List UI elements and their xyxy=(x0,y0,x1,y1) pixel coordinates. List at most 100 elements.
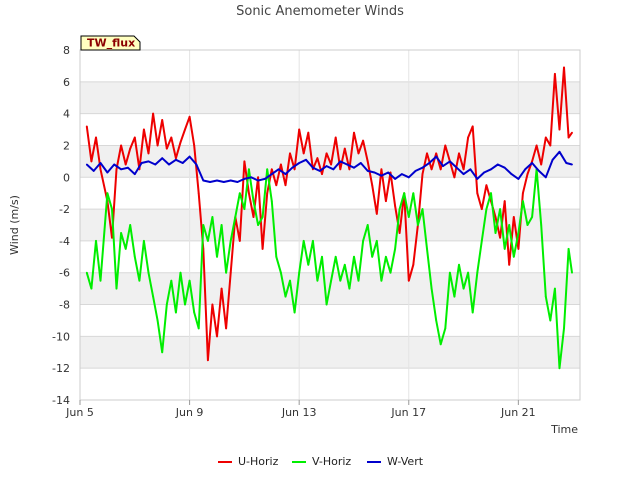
data-point xyxy=(188,115,191,118)
data-point xyxy=(430,287,433,290)
data-point xyxy=(403,192,406,195)
data-point xyxy=(111,236,113,239)
data-point xyxy=(99,168,102,171)
data-point xyxy=(544,295,547,298)
data-point xyxy=(293,311,296,314)
data-point xyxy=(152,112,155,115)
data-point xyxy=(387,171,390,174)
data-point xyxy=(490,168,492,171)
data-point xyxy=(234,216,237,218)
data-point xyxy=(220,224,223,226)
y-tick-label: -6 xyxy=(59,267,70,280)
data-point xyxy=(179,141,182,144)
data-point xyxy=(334,255,337,258)
data-point xyxy=(175,158,177,161)
legend: U-Horiz V-Horiz W-Vert xyxy=(218,455,424,468)
data-point xyxy=(197,192,200,195)
data-point xyxy=(449,271,451,274)
data-point xyxy=(439,168,442,171)
data-point xyxy=(385,200,387,203)
data-point xyxy=(389,271,392,274)
data-point xyxy=(184,303,186,306)
data-point xyxy=(280,163,282,166)
legend-item-u-horiz: U-Horiz xyxy=(218,455,279,468)
data-point xyxy=(371,255,374,258)
data-point xyxy=(106,192,109,195)
data-point xyxy=(371,184,374,187)
data-point xyxy=(421,208,424,211)
data-point xyxy=(289,279,291,282)
data-point xyxy=(124,248,127,250)
data-point xyxy=(435,155,438,158)
data-point xyxy=(435,152,438,155)
data-point xyxy=(257,176,259,179)
data-point xyxy=(449,160,451,163)
data-point xyxy=(380,174,383,177)
data-point xyxy=(197,327,200,330)
data-point xyxy=(469,168,472,171)
data-point xyxy=(483,171,485,174)
data-point xyxy=(257,179,259,182)
grid-band xyxy=(80,81,580,114)
data-point xyxy=(458,152,460,155)
data-point xyxy=(143,240,145,242)
data-point xyxy=(346,163,348,166)
data-point xyxy=(257,224,259,226)
data-point xyxy=(551,158,554,161)
data-point xyxy=(298,128,301,131)
y-tick-label: 0 xyxy=(63,171,70,184)
data-point xyxy=(243,160,246,163)
data-point xyxy=(508,263,511,266)
data-point xyxy=(366,224,369,226)
data-point xyxy=(165,147,168,150)
data-point xyxy=(229,240,232,242)
data-point xyxy=(138,279,141,282)
data-point xyxy=(156,319,159,322)
data-point xyxy=(229,271,232,274)
data-point xyxy=(455,166,458,169)
data-point xyxy=(375,240,378,242)
data-point xyxy=(284,184,287,187)
data-point xyxy=(330,163,332,166)
data-point xyxy=(503,200,506,203)
grid-lines xyxy=(79,49,581,401)
data-point xyxy=(202,224,205,226)
data-point xyxy=(353,255,355,258)
data-point xyxy=(544,136,547,139)
y-tick-label: -10 xyxy=(52,330,70,343)
data-point xyxy=(476,178,479,180)
data-point xyxy=(156,144,159,147)
data-point xyxy=(353,166,355,169)
data-point xyxy=(549,319,552,322)
data-point xyxy=(462,168,465,171)
data-point xyxy=(124,163,127,166)
data-point xyxy=(471,311,474,314)
data-point xyxy=(211,303,214,306)
data-point xyxy=(133,173,136,176)
data-point xyxy=(494,216,497,218)
data-point xyxy=(366,170,369,172)
data-point xyxy=(266,192,269,195)
data-point xyxy=(99,162,102,164)
data-point xyxy=(398,208,401,211)
data-point xyxy=(430,168,433,171)
data-point xyxy=(209,181,212,183)
data-point xyxy=(302,240,305,242)
data-point xyxy=(480,208,483,211)
series-v-horiz xyxy=(85,168,573,370)
data-point xyxy=(357,279,360,282)
plot-area xyxy=(80,50,580,400)
data-point xyxy=(161,157,164,160)
y-tick-label: 6 xyxy=(63,76,70,89)
data-point xyxy=(170,136,173,139)
data-point xyxy=(332,168,335,171)
data-point xyxy=(499,208,501,211)
data-point xyxy=(106,171,109,174)
chart-title: Sonic Anemometer Winds xyxy=(236,4,404,19)
data-point xyxy=(544,176,547,179)
data-point xyxy=(508,224,511,226)
data-point xyxy=(526,173,529,176)
data-point xyxy=(467,271,469,274)
data-point xyxy=(373,171,376,174)
data-point xyxy=(453,176,456,179)
